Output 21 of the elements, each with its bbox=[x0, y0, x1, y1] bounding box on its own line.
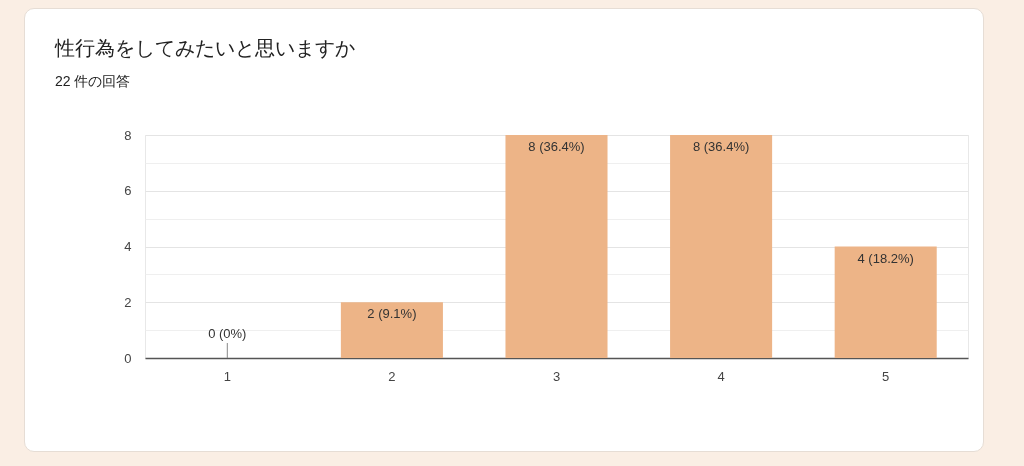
data-label: 2 (9.1%) bbox=[367, 306, 417, 322]
y-tick-label: 8 bbox=[124, 127, 132, 143]
bar bbox=[505, 135, 608, 358]
data-label: 8 (36.4%) bbox=[692, 139, 750, 154]
x-tick-label: 1 bbox=[223, 368, 231, 384]
x-tick-label: 3 bbox=[552, 368, 561, 384]
data-label: 8 (36.4%) bbox=[528, 139, 585, 154]
x-tick-label: 2 bbox=[388, 368, 396, 384]
y-tick-label: 0 bbox=[124, 350, 132, 366]
data-label: 0 (0%) bbox=[208, 326, 247, 341]
bar bbox=[670, 135, 773, 358]
y-tick-label: 2 bbox=[124, 294, 132, 310]
chart-title: 性行為をしてみたいと思いますか bbox=[55, 36, 355, 61]
y-tick-label: 6 bbox=[124, 183, 132, 199]
chart-subtitle: 22 件の回答 bbox=[55, 73, 131, 91]
bar bbox=[834, 246, 937, 358]
y-tick-label: 4 bbox=[124, 239, 132, 254]
x-tick-label: 5 bbox=[882, 368, 890, 384]
bar bbox=[340, 302, 443, 358]
data-label: 4 (18.2%) bbox=[857, 250, 914, 266]
x-tick-label: 4 bbox=[717, 368, 725, 384]
